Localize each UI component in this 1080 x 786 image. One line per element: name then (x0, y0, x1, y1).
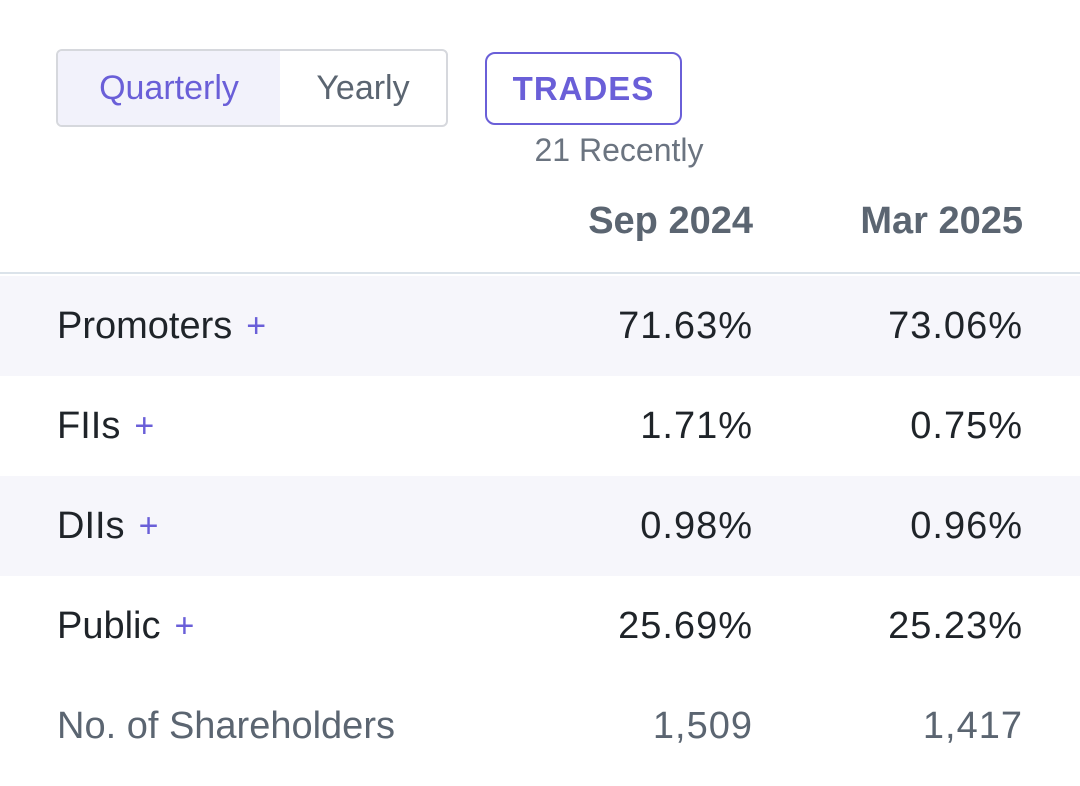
row-label-text: Promoters (57, 304, 233, 347)
quarterly-toggle-button[interactable]: Quarterly (58, 51, 280, 125)
table-row-diis: DIIs + 0.98% 0.96% (0, 476, 1080, 576)
cell-value: 25.69% (618, 604, 753, 647)
trades-button[interactable]: TRADES (485, 52, 682, 125)
row-label-text: DIIs (57, 504, 125, 547)
cell-value: 0.96% (910, 504, 1023, 547)
yearly-toggle-button[interactable]: Yearly (316, 68, 410, 107)
expand-plus-icon[interactable]: + (246, 306, 267, 345)
column-header-sep-2024: Sep 2024 (588, 200, 753, 242)
table-row-promoters: Promoters + 71.63% 73.06% (0, 276, 1080, 376)
table-row-fiis: FIIs + 1.71% 0.75% (0, 376, 1080, 476)
row-label-text: FIIs (57, 404, 121, 447)
trades-recent-count: 21 Recently (534, 132, 704, 168)
table-header: Sep 2024 Mar 2025 (0, 190, 1080, 274)
cell-value: 1,509 (652, 704, 753, 747)
cell-value: 25.23% (888, 604, 1023, 647)
row-label-fiis[interactable]: FIIs + (57, 376, 154, 476)
expand-plus-icon[interactable]: + (174, 606, 195, 645)
row-label-diis[interactable]: DIIs + (57, 476, 158, 576)
cell-value: 1.71% (640, 404, 753, 447)
cell-value: 0.75% (910, 404, 1023, 447)
cell-value: 71.63% (618, 304, 753, 347)
cell-value: 1,417 (922, 704, 1023, 747)
period-toggle: Quarterly Yearly (56, 49, 448, 127)
table-row-public: Public + 25.69% 25.23% (0, 576, 1080, 676)
expand-plus-icon[interactable]: + (134, 406, 155, 445)
table-row-shareholders: No. of Shareholders 1,509 1,417 (0, 676, 1080, 776)
row-label-text: Public (57, 604, 161, 647)
cell-value: 73.06% (888, 304, 1023, 347)
row-label-shareholders: No. of Shareholders (57, 704, 395, 747)
cell-value: 0.98% (640, 504, 753, 547)
row-label-public[interactable]: Public + (57, 576, 194, 676)
column-header-mar-2025: Mar 2025 (860, 200, 1023, 242)
row-label-promoters[interactable]: Promoters + (57, 276, 266, 376)
expand-plus-icon[interactable]: + (138, 506, 159, 545)
